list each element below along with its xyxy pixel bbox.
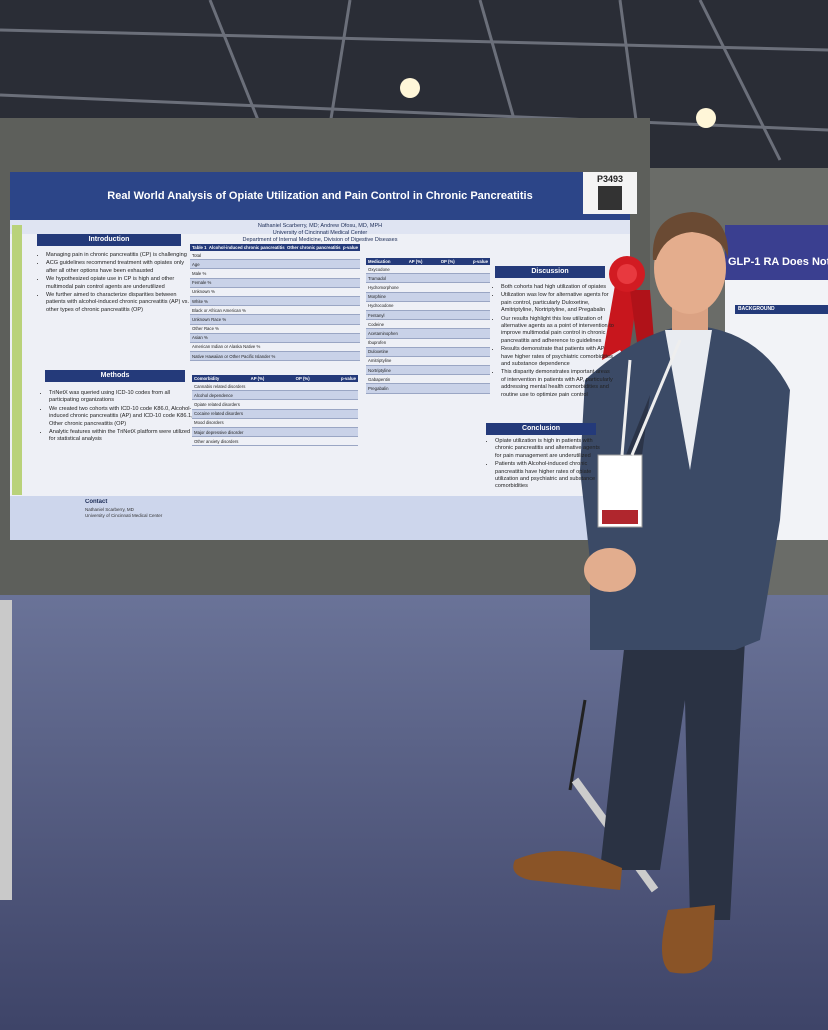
table-row: Duloxetine xyxy=(366,347,490,357)
section-heading: Introduction xyxy=(37,234,181,246)
table-row: Morphine xyxy=(366,292,490,302)
person xyxy=(513,212,790,974)
header-cell: AP (%) xyxy=(408,259,423,264)
table-row: Ibuprofen xyxy=(366,339,490,348)
bullet: Results demonstrate that patients with A… xyxy=(501,346,616,368)
bullet-list: TriNetX was queried using ICD-10 codes f… xyxy=(40,390,197,490)
qr-code xyxy=(598,186,622,210)
table-row: Oxycodone xyxy=(366,265,490,275)
table-row: Mood disorders xyxy=(192,419,358,428)
stand-leg xyxy=(0,600,12,900)
table-row: Codeine xyxy=(366,320,490,330)
table-row: Total xyxy=(190,251,360,261)
bullet: Analytic features within the TriNetX pla… xyxy=(49,429,197,444)
neighbor-header xyxy=(725,225,828,280)
header-cell: Other chronic pancreatitis xyxy=(287,245,341,250)
table-header: Comorbidity AP (%) OP (%) p-value xyxy=(192,375,358,382)
header-cell: p-value xyxy=(342,245,358,250)
bullet: We hypothesized opiate use in CP is high… xyxy=(46,276,194,291)
poster-department: Department of Internal Medicine, Divisio… xyxy=(242,237,398,243)
table-header: Medication AP (%) OP (%) p-value xyxy=(366,258,490,265)
contact-line: University of Cincinnati Medical Center xyxy=(85,513,163,518)
table-row: Female % xyxy=(190,278,360,288)
table-row: White % xyxy=(190,296,360,307)
table-row: Black or African American % xyxy=(190,306,360,316)
light xyxy=(696,108,716,128)
section-heading: Conclusion xyxy=(486,423,596,435)
light xyxy=(400,78,420,98)
bullet: This disparity demonstrates important ar… xyxy=(501,369,616,399)
bullet: ACG guidelines recommend treatment with … xyxy=(46,260,194,275)
neighbor-title: GLP-1 RA Does Not Increase xyxy=(728,256,828,268)
table-row: Male % xyxy=(190,269,360,279)
header-cell: p-value xyxy=(340,376,356,381)
table-row: Unknown % xyxy=(190,288,360,297)
bullet-list: Opiate utilization is high in patients w… xyxy=(486,438,607,496)
table-header: Table 1 Alcohol-induced chronic pancreati… xyxy=(190,244,360,251)
table-row: American Indian or Alaska Native % xyxy=(190,343,360,353)
table-row: Gabapentin xyxy=(366,375,490,385)
bullet: Managing pain in chronic pancreatitis (C… xyxy=(46,252,194,259)
table-row: Pregabalin xyxy=(366,384,490,394)
header-cell: OP (%) xyxy=(440,259,455,264)
table-row: Other Race % xyxy=(190,325,360,334)
poster-authors: Nathaniel Scarberry, MD; Andrew Ofosu, M… xyxy=(257,223,383,229)
table-row: Hydrocodone xyxy=(366,302,490,311)
section-heading: Methods xyxy=(45,370,185,382)
bullet: We created two cohorts with ICD-10 code … xyxy=(49,406,197,428)
poster-affiliation: University of Cincinnati Medical Center xyxy=(272,230,368,236)
poster-footer xyxy=(10,496,630,540)
header-cell: Alcohol-induced chronic pancreatitis xyxy=(208,245,285,250)
header-cell: OP (%) xyxy=(295,376,310,381)
poster-accent xyxy=(12,225,22,495)
table-row: Unknown Race % xyxy=(190,315,360,325)
table-row: Fentanyl xyxy=(366,310,490,321)
contact-heading: Contact xyxy=(85,499,108,505)
board-number: P3493 xyxy=(596,174,624,184)
header-cell: Table 1 xyxy=(192,245,207,250)
table-row: Asian % xyxy=(190,333,360,343)
bullet: TriNetX was queried using ICD-10 codes f… xyxy=(49,390,197,405)
neighbor-section: BACKGROUND xyxy=(735,305,828,314)
table-row: Other anxiety disorders xyxy=(192,437,358,447)
stand-pole xyxy=(568,699,587,791)
bullet: Patients with Alcohol-induced chronic pa… xyxy=(495,461,607,491)
header-cell: AP (%) xyxy=(250,376,265,381)
header-cell: Medication xyxy=(368,259,391,264)
bullet-list: Both cohorts had high utilization of opi… xyxy=(492,284,616,422)
header-cell: Comorbidity xyxy=(194,376,220,381)
contact-line: Nathaniel Scarberry, MD xyxy=(85,507,134,512)
section-heading: Discussion xyxy=(495,266,605,278)
table-row: Tramadol xyxy=(366,274,490,284)
trusses xyxy=(0,0,828,161)
bullet: Utilization was low for alternative agen… xyxy=(501,292,616,314)
table: Comorbidity AP (%) OP (%) p-value Cannabis r… xyxy=(192,375,358,480)
table-row: Age xyxy=(190,260,360,270)
poster-title: Real World Analysis of Opiate Utilizatio… xyxy=(107,190,533,202)
table-row: Acetaminophen xyxy=(366,329,490,339)
table-row: Cannabis related disorders xyxy=(192,382,358,392)
bullet: Both cohorts had high utilization of opi… xyxy=(501,284,616,291)
bullet: Opiate utilization is high in patients w… xyxy=(495,438,607,460)
table-row: Major depressive disorder xyxy=(192,427,358,438)
table-row: Nortriptyline xyxy=(366,366,490,376)
bullet-list: Managing pain in chronic pancreatitis (C… xyxy=(37,252,194,367)
header-cell: p-value xyxy=(472,259,488,264)
bullet: Our results highlight this low utilizati… xyxy=(501,316,616,346)
table-row: Hydromorphone xyxy=(366,283,490,293)
table-row: Amitriptyline xyxy=(366,357,490,367)
table-row: Cocaine related disorders xyxy=(192,409,358,419)
table: Table 1 Alcohol-induced chronic pancreati… xyxy=(190,244,360,372)
table-row: Native Hawaiian or Other Pacific Islande… xyxy=(190,352,360,362)
contact-lines: Nathaniel Scarberry, MD University of Cin… xyxy=(85,507,285,519)
table-row: Alcohol dependence xyxy=(192,391,358,401)
bullet: We further aimed to characterize dispari… xyxy=(46,292,194,314)
poster-header xyxy=(10,172,630,220)
table: Medication AP (%) OP (%) p-value Oxycodone Tr… xyxy=(366,258,490,488)
table-row: Opiate related disorders xyxy=(192,400,358,410)
poster-band xyxy=(10,220,630,234)
